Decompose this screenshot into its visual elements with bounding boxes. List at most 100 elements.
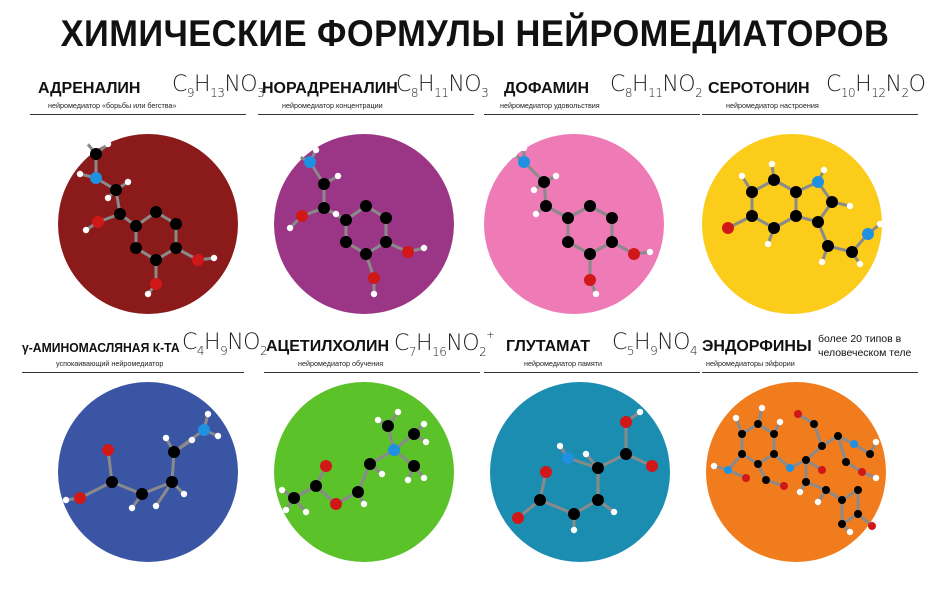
atom-h xyxy=(374,416,382,424)
card-name: АЦЕТИЛХОЛИН xyxy=(266,338,389,355)
atom-c xyxy=(534,494,546,506)
atom-c xyxy=(746,186,758,198)
atom-c xyxy=(592,462,604,474)
atom-h xyxy=(610,508,618,516)
atom-c xyxy=(770,450,778,458)
atom-o xyxy=(402,246,414,258)
atom-c xyxy=(810,420,818,428)
atom-c xyxy=(584,200,596,212)
molecule-structure xyxy=(510,144,654,298)
atom-o xyxy=(330,498,342,510)
card-subtitle: нейромедиатор концентрации xyxy=(282,101,383,110)
atom-n xyxy=(862,228,874,240)
atom-h xyxy=(856,260,864,268)
atom-o xyxy=(296,210,308,222)
atom-c xyxy=(352,486,364,498)
atom-c xyxy=(540,200,552,212)
atom-n xyxy=(786,464,794,472)
atom-c xyxy=(360,200,372,212)
atom-o xyxy=(858,468,866,476)
atom-n xyxy=(518,156,530,168)
atom-h xyxy=(214,432,222,440)
card-name: НОРАДРЕНАЛИН xyxy=(262,80,398,97)
atom-h xyxy=(820,166,828,174)
atom-h xyxy=(846,528,854,536)
molecule-structure xyxy=(710,404,880,536)
atom-h xyxy=(334,172,342,180)
card-formula: C10H12N2O xyxy=(826,72,926,100)
card-name: γ-АМИНОМАСЛЯНАЯ К-ТА xyxy=(22,340,180,355)
card-name: АДРЕНАЛИН xyxy=(38,80,141,97)
molecule-circle-endorphins xyxy=(706,382,886,562)
atom-c xyxy=(318,178,330,190)
card-formula: C7H16NO2+ xyxy=(394,330,495,359)
atom-h xyxy=(872,474,880,482)
atom-c xyxy=(150,206,162,218)
atom-h xyxy=(332,210,340,218)
atom-h xyxy=(204,410,212,418)
atom-c xyxy=(606,212,618,224)
card-endorphins: ЭНДОРФИНЫ более 20 типов в человеческом … xyxy=(702,330,922,590)
atom-c xyxy=(738,430,746,438)
atom-c xyxy=(770,430,778,438)
atom-c xyxy=(380,236,392,248)
atom-c xyxy=(408,460,420,472)
atom-c xyxy=(170,218,182,230)
atom-o xyxy=(722,222,734,234)
bond xyxy=(539,498,575,516)
molecule-structure xyxy=(76,138,218,298)
card-gaba: γ-АМИНОМАСЛЯНАЯ К-ТА C4H9NO2 успокаивающ… xyxy=(22,330,268,590)
atom-c xyxy=(790,210,802,222)
atom-h xyxy=(282,506,290,514)
atom-h xyxy=(646,248,654,256)
atom-h xyxy=(530,186,538,194)
atom-c xyxy=(802,456,810,464)
atom-c xyxy=(620,448,632,460)
atom-n xyxy=(304,156,316,168)
atom-o xyxy=(368,272,380,284)
atom-c xyxy=(340,214,352,226)
atom-h xyxy=(420,420,428,428)
card-subtitle: нейромедиатор обучения xyxy=(298,359,384,368)
atom-c xyxy=(768,222,780,234)
atom-c xyxy=(822,240,834,252)
atom-c xyxy=(584,248,596,260)
card-header: ГЛУТАМАТ C5H9NO4 нейромедиатор памяти xyxy=(484,330,700,373)
atom-h xyxy=(404,476,412,484)
atom-c xyxy=(562,212,574,224)
atom-h xyxy=(876,220,884,228)
atom-o xyxy=(192,254,204,266)
molecule-structure xyxy=(722,160,884,268)
atom-h xyxy=(710,462,718,470)
atom-h xyxy=(104,194,112,202)
atom-h xyxy=(636,408,644,416)
atom-h xyxy=(312,146,320,154)
card-acetylcholine: АЦЕТИЛХОЛИН C7H16NO2+ нейромедиатор обуч… xyxy=(264,330,495,590)
card-header: γ-АМИНОМАСЛЯНАЯ К-ТА C4H9NO2 успокаивающ… xyxy=(22,330,268,373)
atom-h xyxy=(82,138,90,146)
atom-o xyxy=(780,482,788,490)
card-formula: C8H11NO2 xyxy=(610,72,703,100)
atom-h xyxy=(582,450,590,458)
card-header: АЦЕТИЛХОЛИН C7H16NO2+ нейромедиатор обуч… xyxy=(264,330,495,373)
bond xyxy=(836,435,848,463)
atom-c xyxy=(762,476,770,484)
atom-c xyxy=(854,486,862,494)
card-noradrenaline: НОРАДРЕНАЛИН C8H11NO3 нейромедиатор конц… xyxy=(258,72,489,332)
atom-h xyxy=(370,290,378,298)
atom-h xyxy=(738,172,746,180)
atom-o xyxy=(92,216,104,228)
atom-c xyxy=(592,494,604,506)
atom-c xyxy=(90,148,102,160)
atom-c xyxy=(866,450,874,458)
atom-o xyxy=(646,460,658,472)
card-header: ДОФАМИН C8H11NO2 нейромедиатор удовольст… xyxy=(484,72,703,115)
atom-o xyxy=(540,466,552,478)
atom-c xyxy=(838,496,846,504)
card-formula: C4H9NO2 xyxy=(182,330,268,358)
card-note: более 20 типов в человеческом теле xyxy=(818,333,912,359)
atom-c xyxy=(130,242,142,254)
atom-h xyxy=(62,496,70,504)
atom-h xyxy=(394,408,402,416)
molecule-circle-acetylcholine xyxy=(274,382,454,562)
